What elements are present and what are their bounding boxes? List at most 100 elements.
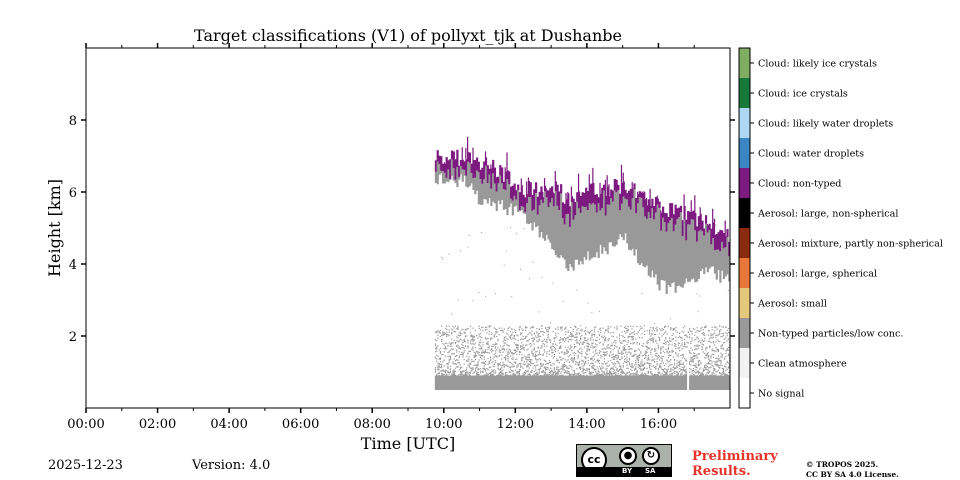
sparse-point [580, 325, 582, 327]
aerosol-point [560, 368, 562, 370]
aerosol-point [557, 359, 559, 361]
aerosol-point [727, 338, 730, 340]
aerosol-point [721, 335, 723, 338]
aerosol-point [711, 353, 713, 356]
cloud-column [706, 232, 709, 273]
aerosol-point [553, 355, 555, 358]
aerosol-point [665, 371, 667, 373]
cloud-column [552, 206, 556, 251]
aerosol-point [709, 371, 711, 373]
aerosol-point [504, 364, 507, 366]
aerosol-point [590, 359, 592, 361]
aerosol-point [462, 328, 464, 330]
aerosol-point [725, 366, 727, 368]
aerosol-point [566, 352, 568, 354]
aerosol-point [637, 359, 639, 361]
aerosol-point [667, 375, 669, 377]
cloud-top-column [434, 160, 438, 172]
cloud-spike [649, 188, 651, 206]
aerosol-point [507, 353, 509, 355]
aerosol-point [680, 360, 682, 362]
aerosol-point [473, 336, 475, 338]
cloud-top-column [728, 241, 731, 257]
aerosol-point [658, 371, 661, 373]
aerosol-point [630, 342, 632, 345]
cloud-top-column [617, 184, 620, 191]
aerosol-point [452, 325, 454, 327]
aerosol-point [527, 359, 529, 361]
aerosol-point [563, 372, 566, 374]
aerosol-point [691, 333, 693, 335]
aerosol-point [606, 351, 608, 353]
aerosol-point [581, 375, 583, 377]
aerosol-point [441, 363, 443, 365]
aerosol-point [603, 373, 606, 375]
cloud-column [651, 208, 654, 271]
aerosol-point [545, 374, 547, 376]
aerosol-point [461, 372, 463, 374]
aerosol-point [680, 369, 682, 371]
aerosol-point [627, 348, 629, 351]
aerosol-point [620, 368, 622, 370]
aerosol-point [717, 349, 720, 351]
aerosol-point [541, 325, 543, 327]
aerosol-point [548, 327, 550, 329]
aerosol-point [477, 363, 479, 365]
aerosol-point [591, 344, 593, 346]
cloud-column [450, 159, 454, 176]
aerosol-point [488, 345, 490, 347]
aerosol-point [602, 375, 604, 377]
aerosol-point [627, 375, 629, 377]
aerosol-point [437, 375, 439, 377]
aerosol-point [489, 349, 492, 351]
aerosol-point [467, 353, 469, 355]
aerosol-point [700, 362, 702, 364]
aerosol-point [627, 337, 629, 339]
aerosol-point [437, 369, 439, 371]
aerosol-point [503, 344, 505, 346]
cloud-top-column [547, 190, 550, 207]
aerosol-point [605, 368, 607, 370]
aerosol-point [598, 362, 601, 364]
aerosol-point [558, 361, 561, 364]
plot-area [85, 47, 731, 409]
aerosol-point [725, 350, 727, 352]
aerosol-point [524, 337, 527, 339]
aerosol-point [481, 337, 483, 339]
aerosol-point [568, 335, 571, 337]
aerosol-point [459, 364, 462, 366]
aerosol-point [438, 362, 440, 365]
aerosol-point [560, 337, 562, 339]
aerosol-point [583, 368, 586, 371]
aerosol-point [712, 336, 715, 338]
aerosol-point [699, 360, 701, 362]
aerosol-point [622, 366, 624, 368]
aerosol-point [648, 365, 651, 367]
aerosol-point [716, 361, 718, 363]
aerosol-point [716, 334, 718, 337]
aerosol-point [443, 373, 445, 376]
aerosol-point [488, 326, 490, 328]
aerosol-point [481, 358, 483, 360]
aerosol-point [707, 355, 710, 357]
aerosol-point [573, 347, 576, 349]
aerosol-point [463, 331, 465, 333]
aerosol-point [603, 335, 606, 337]
aerosol-point [548, 369, 550, 371]
aerosol-point [686, 335, 688, 337]
cloud-top-column [558, 191, 561, 211]
aerosol-point [441, 334, 443, 336]
aerosol-point [519, 338, 522, 341]
cloud-column [656, 204, 659, 285]
aerosol-point [469, 372, 472, 374]
aerosol-point [583, 337, 586, 339]
aerosol-point [642, 365, 644, 367]
aerosol-point [627, 372, 629, 374]
aerosol-point [491, 333, 493, 335]
aerosol-point [586, 368, 588, 370]
aerosol-point [596, 339, 598, 342]
aerosol-point [452, 329, 454, 331]
aerosol-point [692, 358, 694, 360]
aerosol-point [577, 374, 579, 376]
aerosol-point [722, 369, 725, 372]
